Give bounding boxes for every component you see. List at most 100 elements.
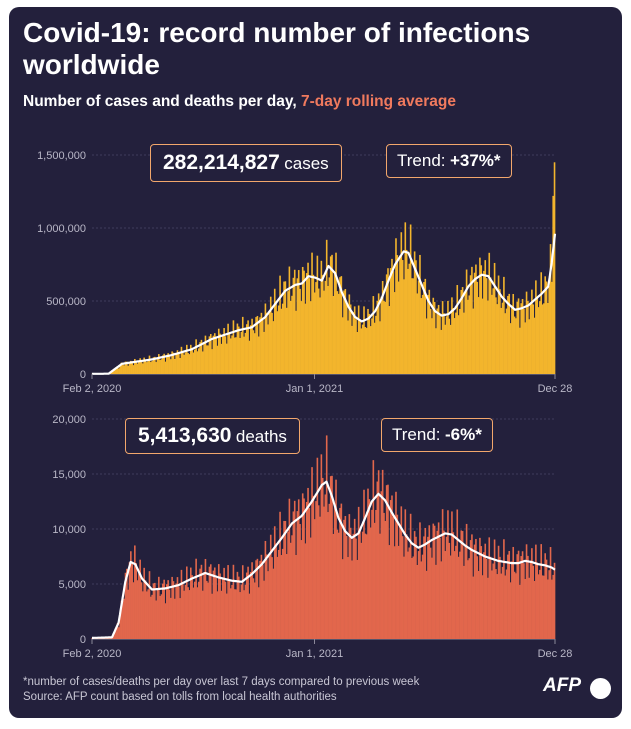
deaths-total-box: 5,413,630 deaths	[125, 418, 300, 454]
bar	[289, 542, 292, 639]
bar	[491, 294, 493, 374]
x-tick-label: Feb 2, 2020	[63, 648, 122, 660]
bar	[208, 336, 211, 374]
bar	[552, 195, 555, 374]
y-tick-label: 0	[80, 369, 86, 381]
bar	[313, 519, 316, 639]
bar	[333, 503, 336, 639]
bar	[477, 571, 480, 639]
bar	[352, 533, 355, 639]
bar	[524, 578, 527, 639]
cases-total-box: 282,214,827 cases	[150, 144, 342, 182]
bar	[392, 271, 395, 374]
bar	[439, 315, 441, 374]
bar	[460, 530, 463, 639]
bar	[303, 498, 305, 639]
bars	[91, 162, 556, 374]
bar	[379, 321, 381, 374]
bar	[365, 328, 368, 374]
bar	[461, 531, 464, 639]
bar	[341, 317, 344, 374]
bar	[529, 302, 532, 374]
bar	[399, 257, 401, 374]
deaths-total: 5,413,630	[138, 424, 232, 447]
cases-trend-label: Trend:	[397, 151, 446, 170]
bar	[459, 308, 461, 374]
bar	[114, 369, 116, 374]
bar	[499, 556, 501, 639]
bar	[135, 361, 137, 374]
bar	[321, 275, 324, 374]
bar	[200, 339, 203, 374]
bar	[127, 589, 129, 639]
bar	[356, 332, 359, 374]
bar	[505, 308, 508, 374]
bar	[207, 345, 209, 374]
bar	[124, 361, 127, 374]
bar	[116, 623, 119, 639]
bar	[179, 598, 181, 639]
bar	[220, 343, 223, 374]
bar	[252, 578, 255, 639]
bar	[191, 347, 193, 374]
bar	[552, 574, 555, 639]
bar	[445, 316, 448, 374]
bar	[392, 517, 395, 639]
bar	[241, 565, 244, 639]
bar	[509, 323, 512, 374]
bar	[283, 520, 285, 639]
bar	[428, 525, 431, 639]
bar	[160, 359, 163, 374]
bar	[397, 545, 400, 639]
bar	[189, 344, 192, 374]
bar	[267, 571, 269, 639]
bar	[491, 570, 493, 639]
bar	[217, 564, 220, 639]
bar	[116, 366, 119, 374]
bar	[287, 531, 289, 639]
bar	[441, 301, 444, 374]
x-tick-label: Dec 28	[538, 383, 573, 395]
bar	[544, 553, 547, 639]
bar	[212, 570, 215, 639]
bar	[244, 332, 247, 374]
bar	[136, 363, 139, 374]
bar	[497, 275, 500, 374]
bar	[329, 476, 332, 639]
bar	[404, 509, 407, 639]
bar	[276, 311, 279, 374]
bar	[305, 273, 308, 374]
bar	[128, 562, 131, 639]
bar	[508, 550, 511, 639]
bar	[492, 563, 495, 639]
bar	[413, 531, 416, 639]
bar	[213, 333, 216, 374]
bar	[259, 317, 261, 374]
bar	[432, 523, 435, 639]
bar	[140, 362, 143, 374]
bar	[537, 307, 540, 374]
bar	[134, 358, 136, 374]
bar	[235, 337, 237, 374]
bar	[460, 289, 463, 374]
bar	[216, 591, 219, 639]
bar	[323, 506, 325, 639]
bar	[477, 297, 480, 374]
bar	[453, 318, 456, 374]
bar	[182, 351, 184, 374]
bar	[300, 540, 303, 639]
bar	[403, 556, 405, 639]
bar	[123, 598, 125, 639]
bar	[193, 581, 196, 639]
bar	[388, 545, 391, 639]
bar	[132, 365, 135, 374]
bar	[288, 498, 291, 639]
bar	[122, 364, 124, 374]
bar	[122, 600, 124, 639]
bar	[237, 326, 240, 374]
bar	[315, 282, 317, 374]
deaths-chart: 0 5,000 10,000 15,000 20,000 Feb 2, 2020 Jan 1…	[52, 414, 572, 660]
bar	[136, 580, 139, 639]
bar	[385, 485, 388, 639]
bar	[112, 370, 115, 374]
